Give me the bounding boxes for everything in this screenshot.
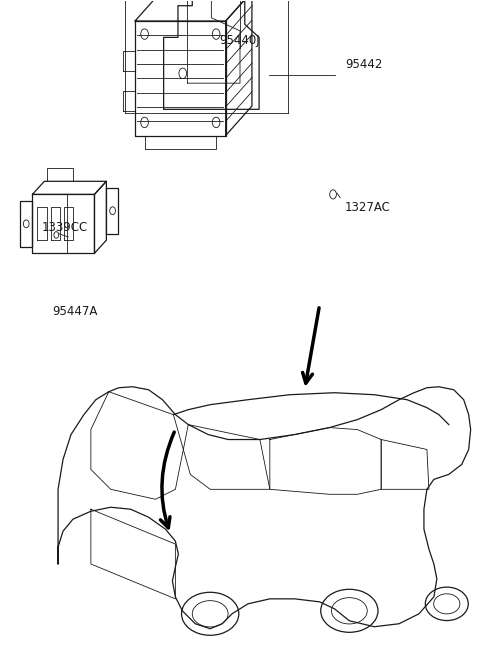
Circle shape — [330, 190, 336, 199]
Circle shape — [179, 68, 187, 79]
Text: 1327AC: 1327AC — [345, 201, 391, 214]
Circle shape — [212, 117, 220, 127]
Text: 1339CC: 1339CC — [42, 221, 88, 234]
Circle shape — [141, 117, 148, 127]
Circle shape — [110, 207, 116, 215]
Text: 95447A: 95447A — [53, 305, 98, 318]
Circle shape — [24, 220, 29, 228]
Text: 95440J: 95440J — [220, 34, 260, 47]
Circle shape — [141, 29, 148, 39]
Circle shape — [212, 29, 220, 39]
Text: 95442: 95442 — [345, 58, 383, 72]
Circle shape — [54, 232, 59, 238]
